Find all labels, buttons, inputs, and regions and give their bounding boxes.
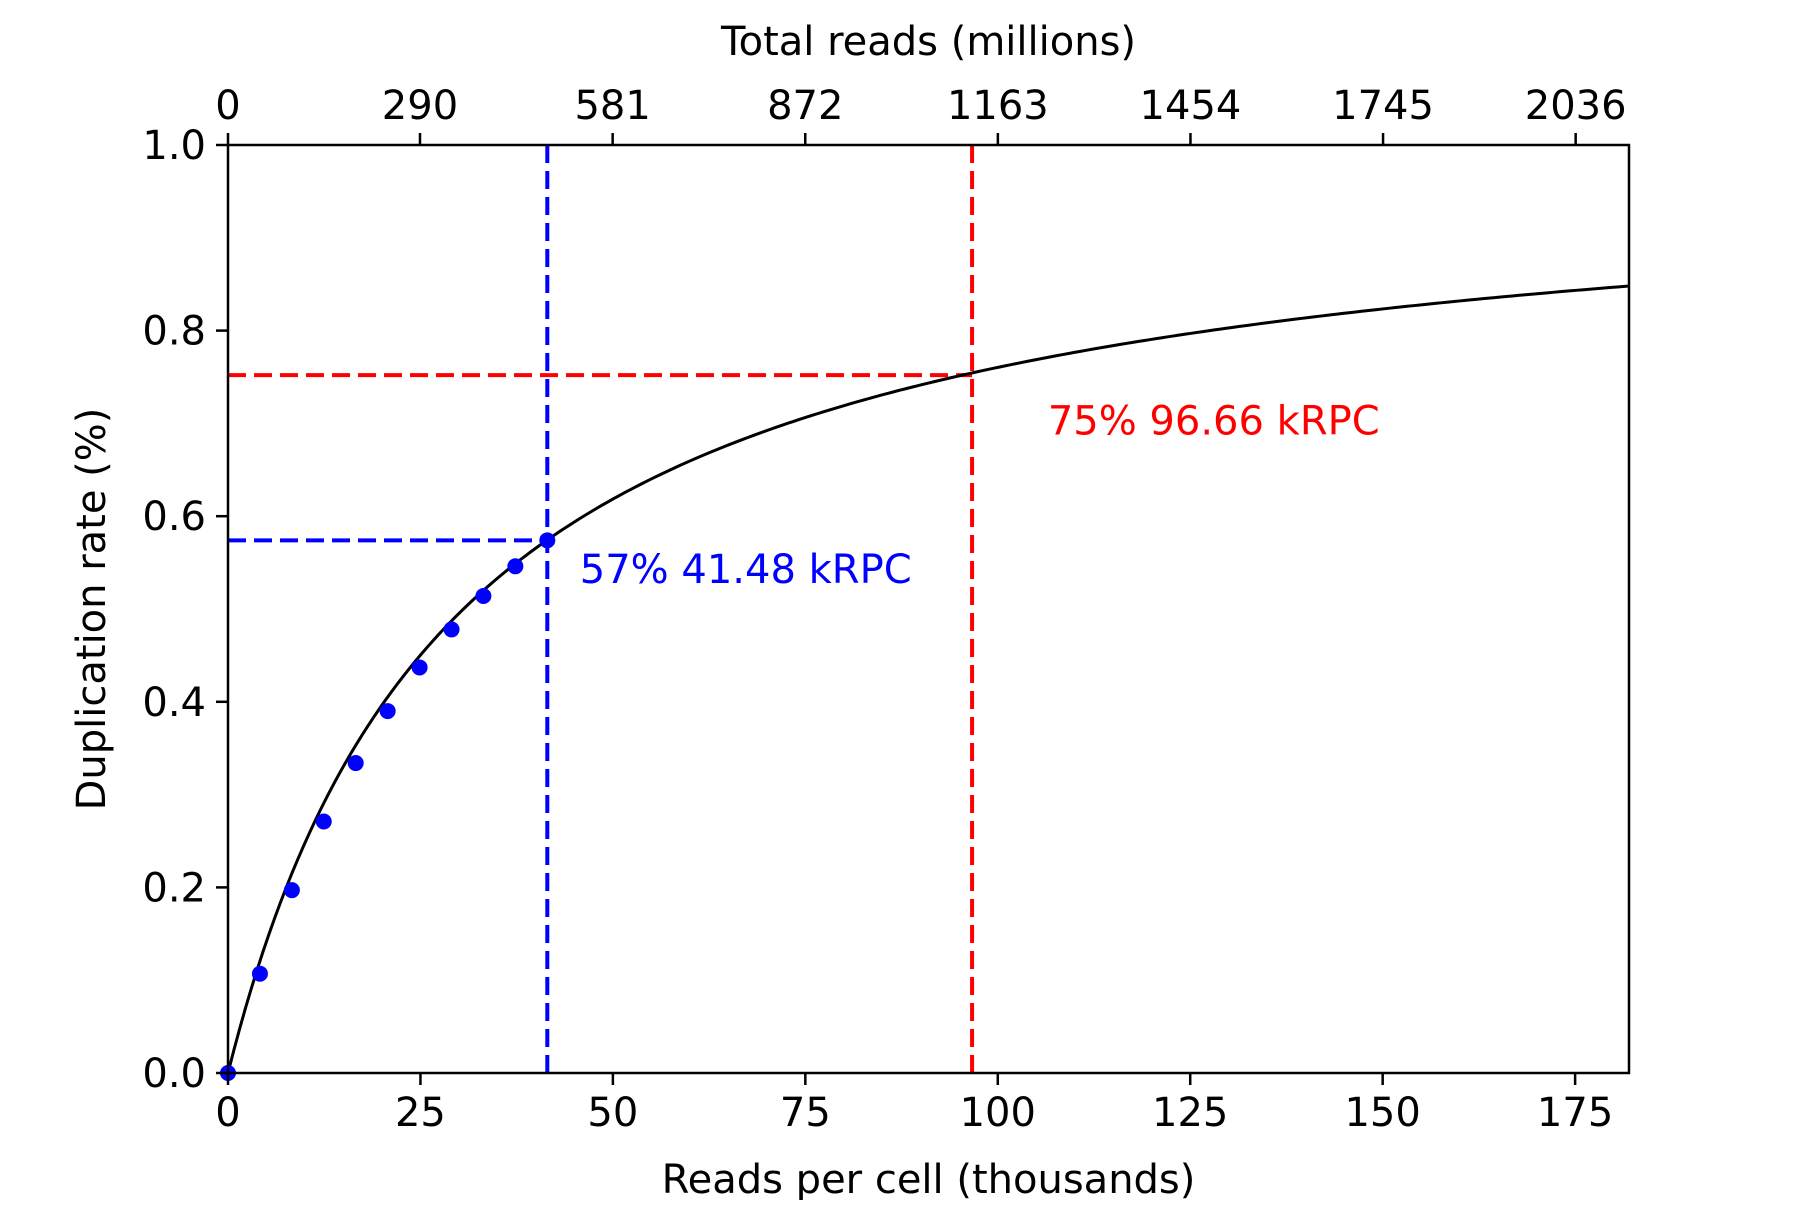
- data-point: [539, 532, 556, 549]
- data-point: [507, 558, 524, 575]
- data-point: [251, 965, 268, 982]
- x-tick-label: 125: [1152, 1090, 1228, 1136]
- points-layer: [220, 532, 556, 1081]
- curve-layer: [226, 284, 1630, 1074]
- top-tick-label: 581: [574, 83, 650, 129]
- top-tick-label: 1745: [1332, 83, 1434, 129]
- data-point: [443, 621, 460, 638]
- y-tick-label: 0.0: [142, 1051, 206, 1097]
- reference-lines-layer: [228, 145, 975, 1073]
- y-tick-label: 1.0: [142, 123, 206, 169]
- top-axis-label: Total reads (millions): [720, 19, 1136, 65]
- y-tick-label: 0.6: [142, 494, 206, 540]
- x-axis-label: Reads per cell (thousands): [662, 1157, 1196, 1200]
- x-tick-label: 25: [395, 1090, 446, 1136]
- data-point: [379, 703, 396, 720]
- top-tick-label: 872: [767, 83, 843, 129]
- top-tick-label: 290: [382, 83, 458, 129]
- fit-curve: [226, 284, 1630, 1074]
- top-tick-label: 1454: [1140, 83, 1242, 129]
- annotation-label: 57% 41.48 kRPC: [580, 547, 912, 593]
- y-tick-label: 0.8: [142, 309, 206, 355]
- y-tick-label: 0.4: [142, 680, 206, 726]
- x-tick-label: 100: [960, 1090, 1036, 1136]
- top-tick-label: 1163: [947, 83, 1049, 129]
- data-point: [315, 813, 332, 830]
- y-axis-label: Duplication rate (%): [69, 408, 115, 811]
- annotations-layer: 57% 41.48 kRPC 75% 96.66 kRPC: [580, 399, 1380, 593]
- y-tick-label: 0.2: [142, 865, 206, 911]
- data-point: [475, 588, 492, 605]
- x-tick-label: 75: [780, 1090, 831, 1136]
- data-point: [283, 882, 300, 899]
- data-point: [347, 755, 364, 772]
- top-tick-label: 0: [215, 83, 240, 129]
- x-tick-label: 175: [1537, 1090, 1613, 1136]
- annotation-label: 75% 96.66 kRPC: [1048, 399, 1380, 445]
- data-point: [411, 659, 428, 676]
- plot-frame: [226, 143, 1631, 1075]
- x-tick-label: 150: [1344, 1090, 1420, 1136]
- x-tick-label: 50: [587, 1090, 638, 1136]
- top-tick-label: 2036: [1525, 83, 1627, 129]
- x-tick-label: 0: [215, 1090, 240, 1136]
